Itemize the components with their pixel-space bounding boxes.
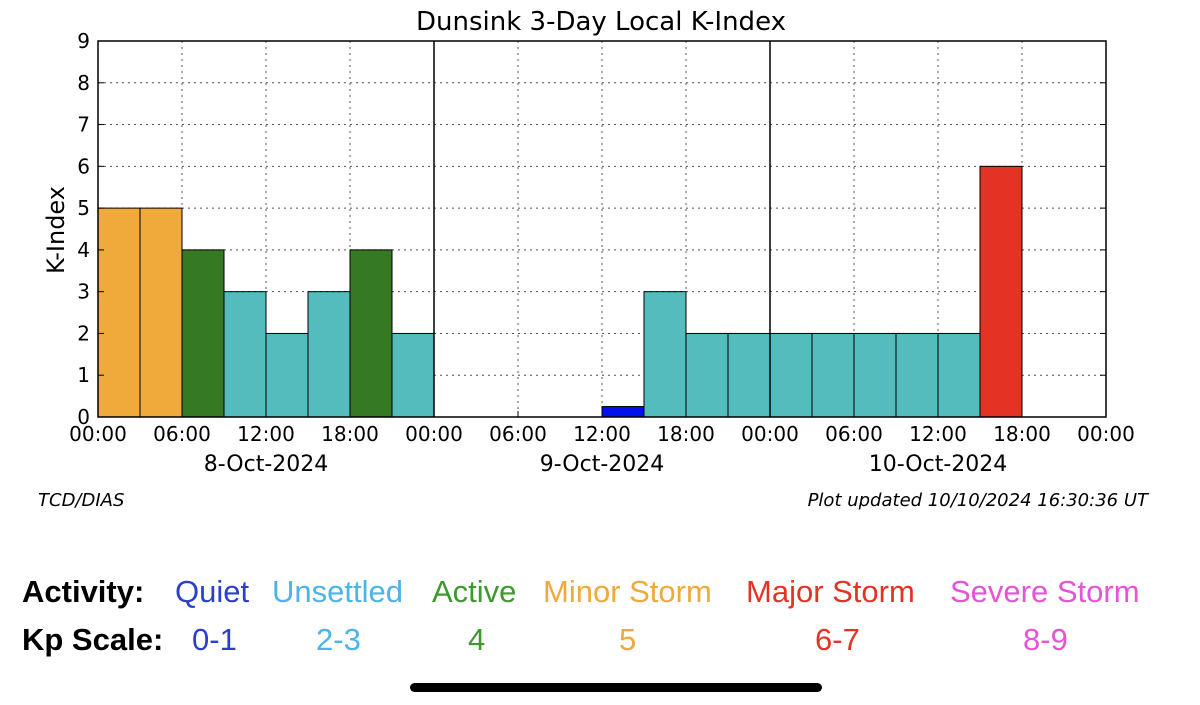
x-tick-label: 00:00 <box>1077 422 1135 446</box>
legend-unsettled: Unsettled <box>272 574 403 609</box>
k-index-bar <box>853 332 897 418</box>
chart-title: Dunsink 3-Day Local K-Index <box>416 7 786 37</box>
x-tick-label: 00:00 <box>741 422 799 446</box>
k-index-bar <box>643 291 687 418</box>
k-index-bar <box>265 332 309 418</box>
kp-minor-storm: 5 <box>619 622 637 657</box>
y-tick-label: 1 <box>77 363 90 387</box>
x-tick-label: 18:00 <box>657 422 715 446</box>
bars <box>97 165 1023 418</box>
y-tick-label: 3 <box>77 280 90 304</box>
home-indicator[interactable] <box>410 683 822 692</box>
date-label: 10-Oct-2024 <box>869 452 1008 477</box>
x-tick-label: 06:00 <box>825 422 883 446</box>
kp-active: 4 <box>468 622 486 657</box>
k-index-bar <box>727 332 771 418</box>
date-label: 9-Oct-2024 <box>540 452 665 477</box>
k-index-bar <box>307 291 351 418</box>
x-tick-label: 12:00 <box>909 422 967 446</box>
k-index-bar <box>349 249 393 418</box>
x-tick-label: 00:00 <box>405 422 463 446</box>
y-axis-label: K-Index <box>42 186 70 274</box>
x-tick-label: 18:00 <box>321 422 379 446</box>
axes: 0 1 2 3 4 5 6 7 8 9 00:00 06:00 12:00 18:00 00:00 06:00… <box>69 29 1135 477</box>
activity-heading: Activity: <box>22 574 145 609</box>
kp-severe-storm: 8-9 <box>1023 622 1068 657</box>
plot-frame <box>97 40 1107 418</box>
legend-major-storm: Major Storm <box>746 574 915 609</box>
date-label: 8-Oct-2024 <box>204 452 329 477</box>
k-index-bar <box>895 332 939 418</box>
legend-quiet: Quiet <box>175 574 250 609</box>
k-index-bar <box>223 291 267 418</box>
k-index-bar <box>937 332 981 418</box>
kp-scale-heading: Kp Scale: <box>22 622 164 657</box>
k-index-chart: Dunsink 3-Day Local K-Index 0 1 2 3 4 5 6 7 8 9 00… <box>42 7 1135 477</box>
legend-minor-storm: Minor Storm <box>543 574 712 609</box>
kp-major-storm: 6-7 <box>815 622 860 657</box>
k-index-bar <box>97 207 141 418</box>
y-tick-label: 8 <box>77 71 90 95</box>
x-tick-label: 06:00 <box>489 422 547 446</box>
y-tick-label: 9 <box>77 29 90 53</box>
k-index-bar <box>181 249 225 418</box>
x-tick-label: 12:00 <box>237 422 295 446</box>
activity-legend: Activity: Quiet Unsettled Active Minor S… <box>0 574 1200 618</box>
k-index-bar <box>685 332 729 418</box>
x-tick-label: 06:00 <box>153 422 211 446</box>
legend-severe-storm: Severe Storm <box>950 574 1140 609</box>
kp-quiet: 0-1 <box>192 622 237 657</box>
y-tick-label: 7 <box>77 113 90 137</box>
kp-scale-legend: Kp Scale: 0-1 2-3 4 5 6-7 8-9 <box>0 622 1200 666</box>
y-tick-label: 2 <box>77 321 90 345</box>
x-tick-label: 18:00 <box>993 422 1051 446</box>
k-index-bar <box>601 406 645 418</box>
k-index-bar <box>391 332 435 418</box>
y-tick-label: 4 <box>77 238 90 262</box>
plot-updated-timestamp: Plot updated 10/10/2024 16:30:36 UT <box>807 490 1148 511</box>
y-tick-label: 5 <box>77 196 90 220</box>
y-tick-label: 0 <box>77 405 90 429</box>
k-index-bar <box>979 165 1023 418</box>
k-index-bar <box>811 332 855 418</box>
k-index-bar <box>769 332 813 418</box>
kp-unsettled: 2-3 <box>316 622 361 657</box>
x-tick-label: 00:00 <box>69 422 127 446</box>
k-index-bar <box>139 207 183 418</box>
source-credit: TCD/DIAS <box>38 490 125 511</box>
y-tick-label: 6 <box>77 154 90 178</box>
legend-active: Active <box>432 574 517 609</box>
x-tick-label: 12:00 <box>573 422 631 446</box>
